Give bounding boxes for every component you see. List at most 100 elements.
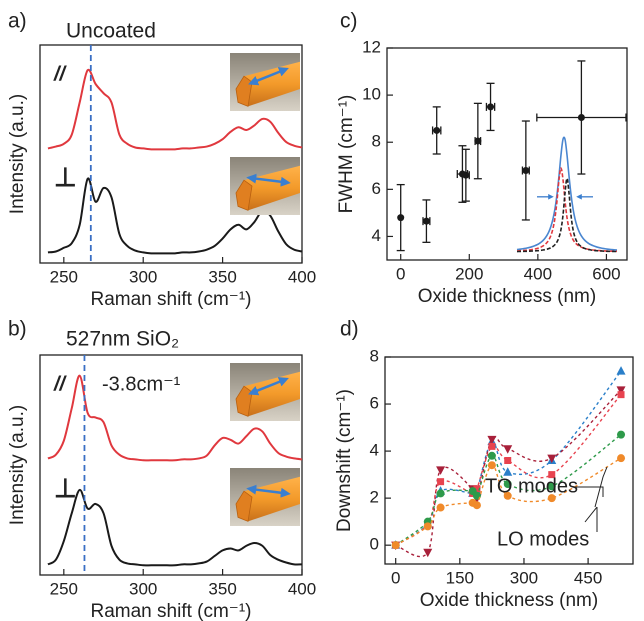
x-tick-label: 300 <box>129 579 157 598</box>
point <box>433 126 441 134</box>
point <box>422 217 430 225</box>
point <box>472 501 481 510</box>
y-tick-label: 8 <box>370 346 379 365</box>
x-tick-label: 300 <box>510 568 538 587</box>
y-tick-label: 4 <box>370 441 379 460</box>
panel-label: d) <box>340 318 359 341</box>
point <box>436 466 446 475</box>
point <box>487 103 495 111</box>
point <box>437 478 445 486</box>
x-tick-label: 150 <box>446 568 474 587</box>
x-axis-title: Oxide thickness (nm) <box>420 590 598 611</box>
point <box>473 485 481 493</box>
y-tick-label: 4 <box>372 226 381 245</box>
point <box>577 113 585 121</box>
y-axis-title: Intensity (a.u.) <box>7 405 28 525</box>
panel-title: 527nm SiO₂ <box>66 328 179 351</box>
polarization-label: // <box>53 373 68 395</box>
polarization-label: ⊥ <box>54 473 77 503</box>
nanowire-end <box>235 75 253 107</box>
x-tick-label: 350 <box>208 579 236 598</box>
point <box>423 548 433 558</box>
spectrum-fit <box>47 488 303 567</box>
x-tick-label: 300 <box>129 267 157 286</box>
x-tick-label: 400 <box>288 579 316 598</box>
plot-frame <box>386 47 628 261</box>
bracket <box>594 466 608 508</box>
point <box>547 482 556 491</box>
inset-photo <box>230 157 300 215</box>
annotation: TO modes <box>485 475 578 497</box>
polarization-label: // <box>53 63 68 85</box>
y-tick-label: 6 <box>370 394 379 413</box>
plot-frame <box>39 354 303 576</box>
polarization-arrow <box>246 484 291 498</box>
spectrum-fit <box>47 68 303 151</box>
point <box>547 494 556 503</box>
x-tick-label: 200 <box>455 264 483 283</box>
inset-curve <box>516 136 618 251</box>
x-tick-label: 350 <box>208 267 236 286</box>
x-tick-label: 0 <box>396 264 405 283</box>
point <box>617 430 626 439</box>
annotation: LO modes <box>497 528 589 550</box>
nanowire-end <box>235 385 253 417</box>
inset-photo <box>230 468 300 526</box>
bracket <box>584 506 598 532</box>
point <box>487 451 496 460</box>
x-tick-label: 400 <box>288 267 316 286</box>
point <box>616 386 626 395</box>
nanowire-end <box>235 179 253 211</box>
x-tick-label: 250 <box>50 579 78 598</box>
point <box>547 454 557 464</box>
point <box>503 491 512 500</box>
panel-title: Uncoated <box>66 20 156 43</box>
x-tick-label: 250 <box>50 267 78 286</box>
y-tick-label: 8 <box>372 132 381 151</box>
y-tick-label: 0 <box>370 535 379 554</box>
panel-label: b) <box>8 318 27 341</box>
y-axis-title: Intensity (a.u.) <box>7 94 28 214</box>
point <box>474 137 482 145</box>
point <box>488 442 496 450</box>
panel-label: a) <box>8 10 27 33</box>
y-tick-label: 6 <box>372 179 381 198</box>
point <box>487 461 496 470</box>
polarization-label: ⊥ <box>54 162 77 192</box>
point <box>503 467 513 476</box>
plot-frame <box>384 356 634 565</box>
point <box>436 503 445 512</box>
point <box>503 445 513 454</box>
polarization-arrow <box>248 67 289 86</box>
x-tick-label: 0 <box>391 568 400 587</box>
x-axis-title: Raman shift (cm⁻¹) <box>91 601 252 621</box>
plot-frame <box>39 44 303 264</box>
spectrum-fit <box>47 374 303 462</box>
panel-label: c) <box>340 10 358 33</box>
point <box>617 454 626 463</box>
point <box>423 522 432 531</box>
point <box>397 214 405 222</box>
point <box>522 166 530 174</box>
leader <box>573 486 604 497</box>
inset-photo <box>230 53 300 111</box>
point <box>487 435 497 445</box>
point <box>616 366 626 375</box>
point <box>617 391 625 399</box>
x-axis-title: Oxide thickness (nm) <box>418 286 596 307</box>
y-axis-title: FWHM (cm⁻¹) <box>336 95 357 214</box>
point <box>462 171 470 179</box>
shift-annotation: -3.8cm⁻¹ <box>102 373 181 395</box>
nanowire-end <box>235 490 253 522</box>
x-tick-label: 400 <box>524 264 552 283</box>
point <box>391 541 400 550</box>
point <box>504 457 512 464</box>
point <box>436 489 445 498</box>
x-tick-label: 450 <box>574 568 602 587</box>
y-axis-title: Downshift (cm⁻¹) <box>334 389 355 532</box>
inset-curve <box>516 177 618 253</box>
polarization-arrow <box>246 173 291 187</box>
point <box>548 471 556 479</box>
inset-photo <box>230 363 300 421</box>
